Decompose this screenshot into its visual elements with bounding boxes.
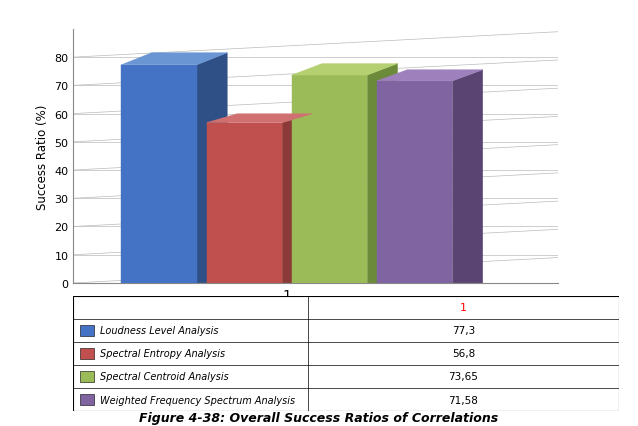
Polygon shape <box>197 54 227 283</box>
Polygon shape <box>377 82 452 283</box>
Bar <box>80 325 94 336</box>
Bar <box>80 394 94 406</box>
Text: 77,3: 77,3 <box>452 325 475 336</box>
Polygon shape <box>292 76 367 283</box>
Text: Spectral Centroid Analysis: Spectral Centroid Analysis <box>100 371 229 382</box>
Text: 71,58: 71,58 <box>449 394 478 405</box>
Polygon shape <box>292 64 397 76</box>
Polygon shape <box>207 123 282 283</box>
Text: Spectral Entropy Analysis: Spectral Entropy Analysis <box>100 348 225 359</box>
Text: Weighted Frequency Spectrum Analysis: Weighted Frequency Spectrum Analysis <box>100 394 295 405</box>
Polygon shape <box>282 115 313 283</box>
Y-axis label: Success Ratio (%): Success Ratio (%) <box>36 104 49 209</box>
Text: Figure 4-38: Overall Success Ratios of Correlations: Figure 4-38: Overall Success Ratios of C… <box>139 411 499 424</box>
Text: 1: 1 <box>460 302 467 313</box>
Polygon shape <box>452 71 483 283</box>
Text: 73,65: 73,65 <box>449 371 478 382</box>
Polygon shape <box>377 71 483 82</box>
Polygon shape <box>121 66 197 283</box>
Text: Loudness Level Analysis: Loudness Level Analysis <box>100 325 219 336</box>
Polygon shape <box>367 64 397 283</box>
Bar <box>80 348 94 359</box>
Text: 56,8: 56,8 <box>452 348 475 359</box>
Bar <box>80 371 94 383</box>
Polygon shape <box>207 115 313 123</box>
Polygon shape <box>121 54 227 66</box>
